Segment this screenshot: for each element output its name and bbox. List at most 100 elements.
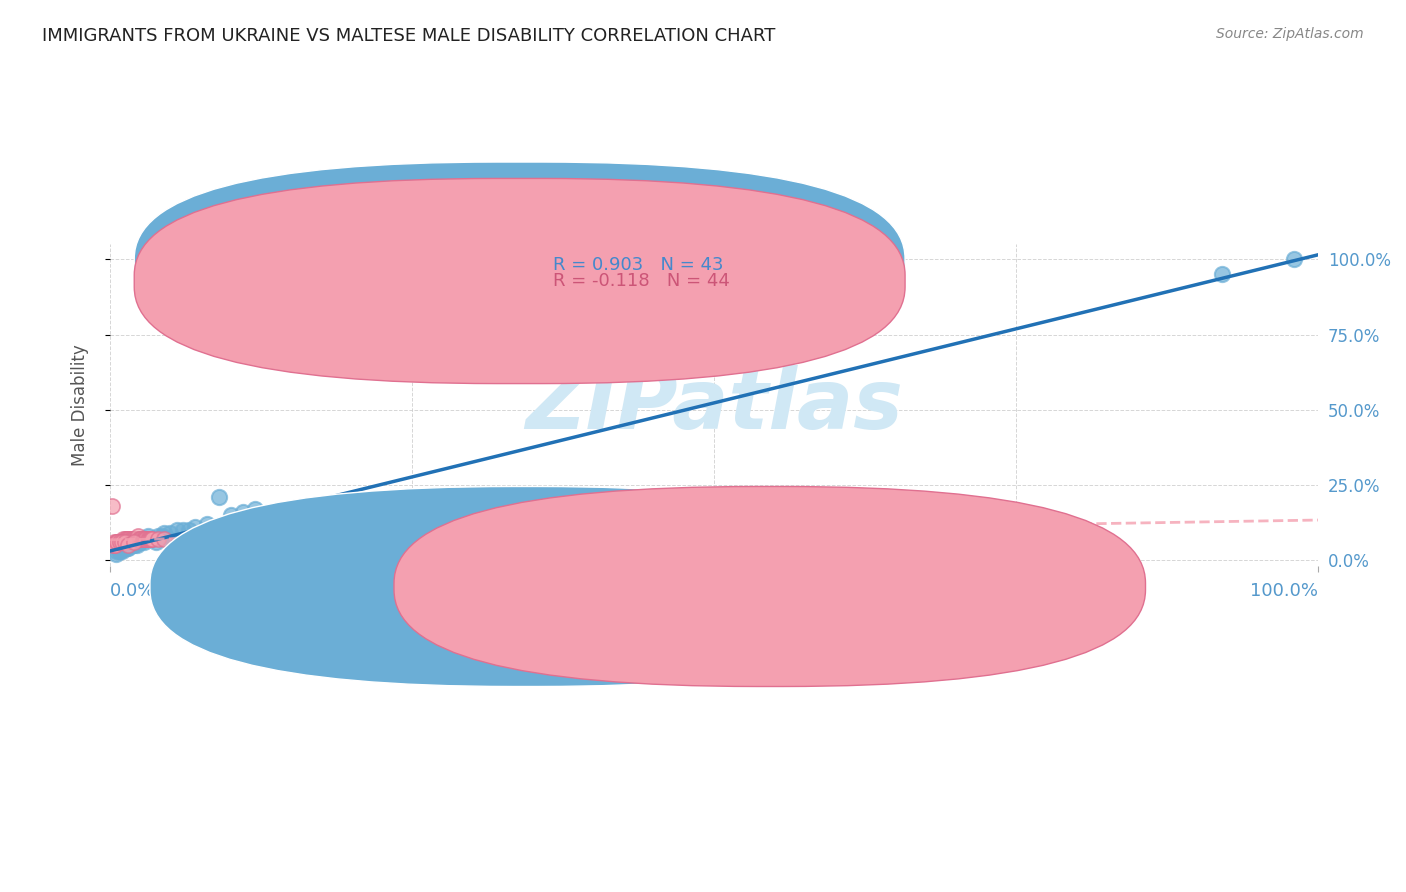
Point [280, 541, 302, 555]
Point [148, 532, 170, 546]
Point [114, 532, 136, 546]
Point [111, 534, 134, 549]
Point [108, 534, 131, 549]
Point [115, 532, 138, 546]
Text: IMMIGRANTS FROM UKRAINE VS MALTESE MALE DISABILITY CORRELATION CHART: IMMIGRANTS FROM UKRAINE VS MALTESE MALE … [42, 27, 776, 45]
FancyBboxPatch shape [134, 178, 905, 384]
Point [183, 520, 205, 534]
Point [122, 538, 145, 552]
Point [104, 538, 127, 552]
Point [105, 544, 128, 558]
FancyBboxPatch shape [150, 486, 901, 687]
Point [108, 544, 131, 558]
Point [112, 532, 135, 546]
Point [134, 532, 156, 546]
Point [132, 532, 155, 546]
Point [112, 541, 135, 555]
Point [101, 499, 124, 513]
Point [172, 523, 194, 537]
Point [103, 534, 125, 549]
Point [122, 534, 145, 549]
Point [104, 538, 127, 552]
Point [127, 529, 149, 543]
Point [124, 532, 146, 546]
Point [135, 532, 157, 546]
Point [129, 532, 152, 546]
Point [139, 532, 162, 546]
Point [219, 508, 242, 522]
Point [132, 534, 155, 549]
Text: Source: ZipAtlas.com: Source: ZipAtlas.com [1216, 27, 1364, 41]
Point [114, 534, 136, 549]
Point [1211, 268, 1233, 282]
Point [232, 505, 254, 519]
Point [118, 538, 141, 552]
Point [111, 544, 134, 558]
Point [128, 532, 150, 546]
Point [105, 534, 128, 549]
Point [101, 538, 124, 552]
Point [131, 532, 153, 546]
Point [110, 541, 132, 555]
Point [153, 532, 176, 546]
Point [145, 534, 167, 549]
Point [163, 538, 186, 552]
Text: R = -0.118   N = 44: R = -0.118 N = 44 [554, 272, 730, 290]
Point [110, 534, 132, 549]
Point [124, 534, 146, 549]
Point [141, 532, 163, 546]
Point [105, 534, 128, 549]
Point [177, 523, 200, 537]
Point [117, 532, 139, 546]
Point [141, 532, 163, 546]
Point [107, 544, 129, 558]
Point [122, 538, 145, 552]
Point [157, 532, 180, 546]
Point [121, 532, 143, 546]
Point [150, 529, 173, 543]
Point [128, 534, 150, 549]
Point [138, 532, 160, 546]
Point [243, 501, 266, 516]
Point [114, 541, 136, 555]
Point [135, 532, 157, 546]
FancyBboxPatch shape [134, 162, 905, 368]
Point [131, 532, 153, 546]
Point [121, 538, 143, 552]
Point [108, 534, 131, 549]
Point [105, 534, 128, 549]
FancyBboxPatch shape [394, 486, 1146, 687]
Point [117, 538, 139, 552]
Point [195, 516, 218, 531]
Text: Maltese: Maltese [789, 577, 853, 595]
FancyBboxPatch shape [472, 248, 835, 299]
Point [105, 547, 128, 561]
Text: 0.0%: 0.0% [110, 582, 156, 600]
Text: Immigrants from Ukraine: Immigrants from Ukraine [546, 577, 754, 595]
Point [122, 532, 145, 546]
Point [122, 532, 145, 546]
Text: ZIPatlas: ZIPatlas [526, 365, 903, 446]
Point [141, 532, 163, 546]
Point [1282, 252, 1305, 267]
Point [118, 532, 141, 546]
Point [148, 529, 170, 543]
Point [159, 525, 181, 540]
Point [111, 534, 134, 549]
Point [131, 532, 153, 546]
Point [208, 490, 231, 504]
Text: R = 0.903   N = 43: R = 0.903 N = 43 [554, 256, 724, 274]
Point [153, 525, 176, 540]
Text: 100.0%: 100.0% [1250, 582, 1319, 600]
Y-axis label: Male Disability: Male Disability [72, 344, 89, 466]
Point [136, 532, 159, 546]
Point [125, 532, 148, 546]
Point [125, 538, 148, 552]
Point [262, 541, 284, 555]
Point [129, 534, 152, 549]
Point [117, 541, 139, 555]
Point [166, 523, 188, 537]
Point [136, 529, 159, 543]
Point [120, 532, 142, 546]
Point [114, 532, 136, 546]
